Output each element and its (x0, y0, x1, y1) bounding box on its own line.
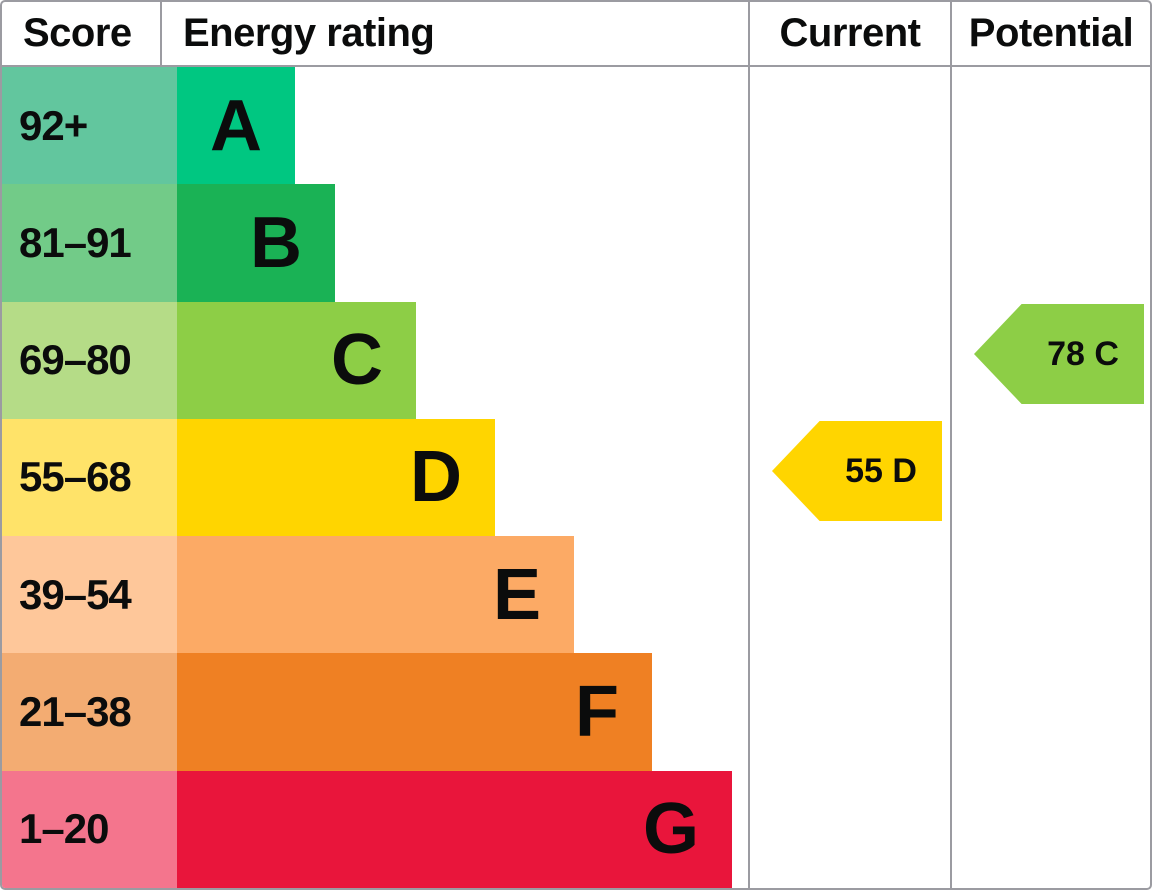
header-energy-rating: Energy rating (183, 11, 435, 55)
band-row-f: 21–38 F (2, 653, 1150, 771)
band-letter: F (575, 672, 619, 753)
score-cell: 1–20 (2, 770, 177, 888)
band-bar: A (177, 67, 295, 185)
band-letter: A (210, 85, 262, 166)
score-cell: 69–80 (2, 301, 177, 419)
header-underline (2, 65, 1150, 67)
band-row-a: 92+ A (2, 67, 1150, 185)
score-cell: 92+ (2, 67, 177, 185)
potential-rating-label: 78 C (1047, 334, 1119, 373)
score-cell: 55–68 (2, 418, 177, 537)
band-rows: 92+ A 81–91 B 69–80 C 55–68 D 39–54 E 21… (2, 67, 1150, 888)
score-cell: 21–38 (2, 653, 177, 771)
band-bar: C (177, 301, 416, 419)
band-letter: E (492, 554, 541, 635)
band-letter: C (331, 320, 383, 401)
band-row-b: 81–91 B (2, 184, 1150, 302)
header-divider (160, 2, 162, 65)
band-bar: D (177, 418, 495, 537)
band-bar: B (177, 184, 335, 302)
band-letter: D (410, 437, 462, 518)
band-row-d: 55–68 D (2, 418, 1150, 537)
band-letter: G (642, 789, 699, 870)
gridline-potential-column (950, 2, 952, 888)
band-bar: F (177, 653, 652, 771)
band-bar: E (177, 536, 574, 654)
score-cell: 39–54 (2, 536, 177, 654)
header-potential: Potential (968, 11, 1134, 55)
band-row-e: 39–54 E (2, 536, 1150, 654)
header-score: Score (23, 11, 132, 55)
gridline-current-column (748, 2, 750, 888)
band-row-c: 69–80 C (2, 301, 1150, 419)
chart-header: Score Energy rating Current Potential (2, 2, 1150, 65)
current-rating-label: 55 D (845, 451, 917, 490)
score-cell: 81–91 (2, 184, 177, 302)
band-row-g: 1–20 G (2, 770, 1150, 888)
band-bar: G (177, 770, 732, 888)
header-current: Current (779, 11, 921, 55)
band-letter: B (250, 202, 302, 283)
